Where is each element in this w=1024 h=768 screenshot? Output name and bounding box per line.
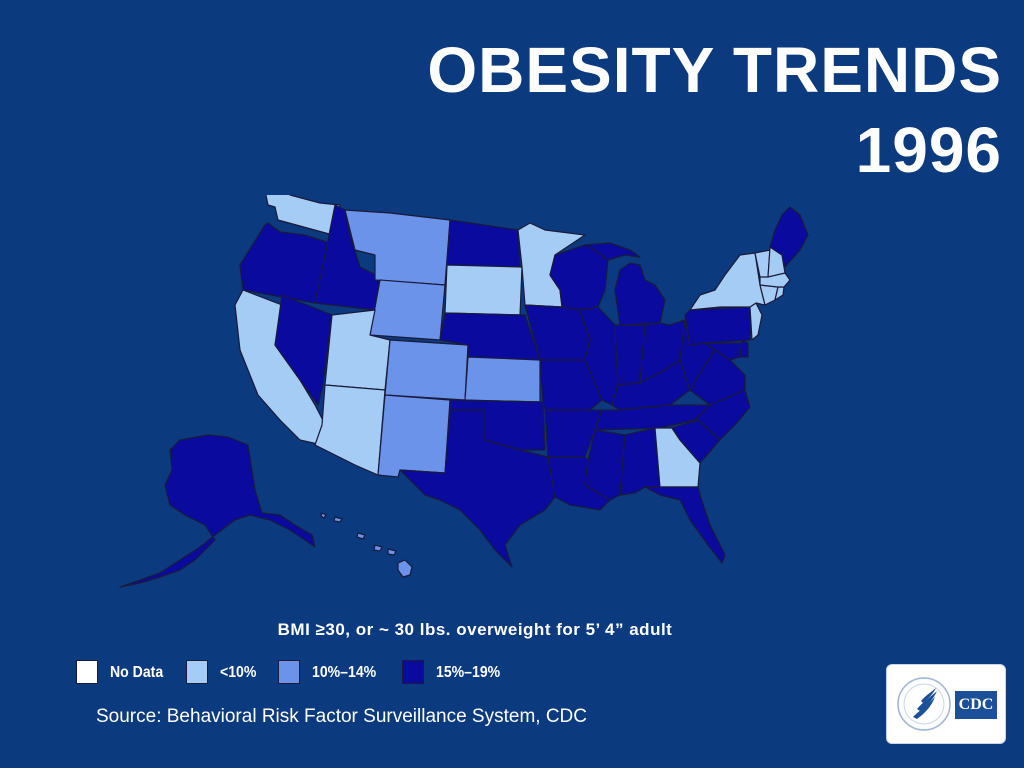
state-maryland: [704, 342, 743, 361]
legend-swatch: [278, 660, 300, 684]
cdc-wordmark: CDC: [955, 691, 997, 719]
state-delaware: [739, 339, 749, 358]
state-colorado: [384, 339, 469, 401]
state-pennsylvania: [684, 306, 753, 346]
state-new-mexico: [377, 394, 451, 478]
hhs-seal-icon: [897, 677, 951, 731]
state-michigan: [584, 242, 666, 326]
title-line-2: 1996: [855, 114, 1002, 186]
legend-swatch: [186, 660, 208, 684]
legend-label: 10%–14%: [312, 664, 377, 681]
state-florida: [644, 486, 726, 564]
cdc-wordmark-text: CDC: [958, 696, 994, 713]
state-new-york: [689, 252, 766, 311]
state-wyoming: [369, 279, 446, 341]
title-line-1: OBESITY TRENDS: [427, 34, 1002, 106]
legend-label: <10%: [220, 664, 257, 681]
state-texas: [399, 409, 556, 568]
state-south-dakota: [444, 264, 523, 316]
state-alabama: [619, 427, 661, 496]
state-maine: [769, 206, 809, 268]
cdc-logo: CDC: [886, 664, 1006, 744]
state-arkansas: [544, 409, 603, 458]
slide-title: OBESITY TRENDS 1996: [427, 30, 1002, 190]
legend-label: 15%–19%: [436, 664, 501, 681]
state-kansas: [464, 356, 541, 403]
map-subtitle: BMI ≥30, or ~ 30 lbs. overweight for 5’ …: [277, 620, 673, 639]
state-alaska: [119, 434, 316, 588]
legend-swatch: [402, 660, 424, 684]
state-new-jersey: [749, 302, 763, 341]
us-obesity-map: [119, 195, 809, 588]
legend-swatch: [76, 660, 98, 684]
state-south-carolina: [671, 419, 721, 464]
source-citation: Source: Behavioral Risk Factor Surveilla…: [96, 706, 588, 727]
state-north-dakota: [446, 219, 521, 268]
state-arizona: [314, 384, 386, 476]
state-hawaii: [320, 512, 413, 578]
legend-label: No Data: [110, 664, 164, 681]
